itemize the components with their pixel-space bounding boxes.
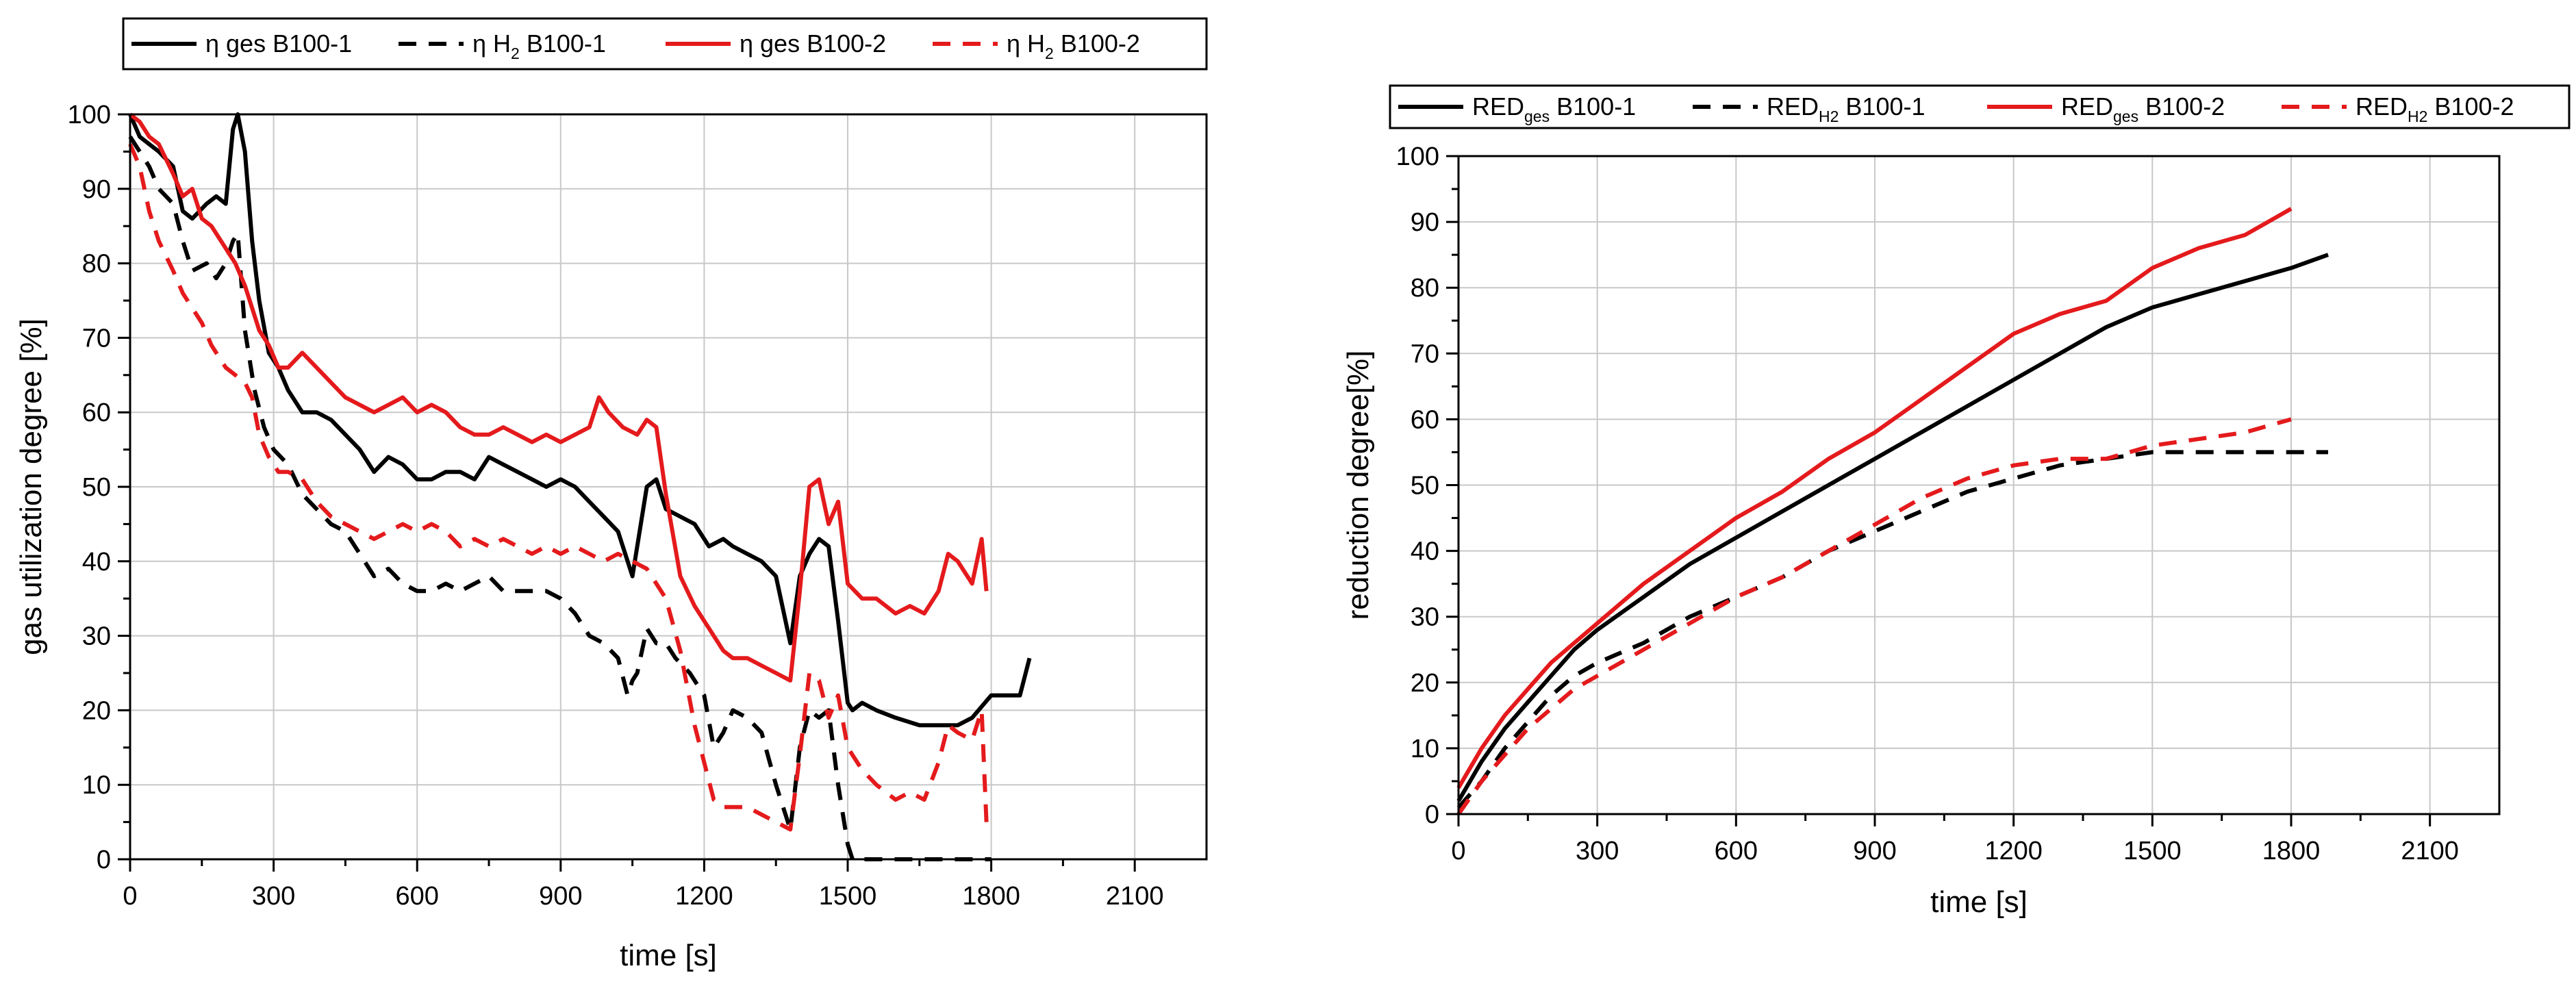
y-tick-label: 20 (82, 696, 111, 725)
legend-label-main: η H (472, 29, 511, 58)
y-tick-label: 70 (82, 324, 111, 353)
y-tick-label: 60 (1411, 405, 1439, 434)
legend-label-main: η ges B100-2 (740, 29, 886, 58)
legend-label-2: REDH2 B100-1 (1767, 92, 1925, 125)
x-tick-label: 600 (395, 882, 438, 911)
y-axis-title: gas utilization degree [%] (14, 318, 48, 655)
legend-label-3: REDges B100-2 (2061, 92, 2225, 125)
legend-label-main: RED (1767, 92, 1819, 121)
x-tick-label: 900 (1853, 837, 1896, 865)
y-tick-label: 80 (82, 250, 111, 279)
y-tick-label: 100 (1396, 142, 1439, 171)
series-line-4 (1456, 417, 2292, 815)
y-tick-label: 90 (1411, 208, 1439, 237)
y-tick-label: 100 (68, 101, 111, 129)
x-tick-label: 2100 (1106, 882, 1164, 911)
legend: η ges B100-1 η H2 B100-1 η ges B100-2 η H2 … (122, 17, 1208, 71)
x-tick-label: 600 (1715, 837, 1758, 865)
y-tick-label: 20 (1411, 669, 1439, 698)
x-axis-title: time [s] (1930, 885, 2028, 919)
reduction-degree-chart: 0 300 600 900 1200 1500 1800 2100 0 10 20 30 40 50 60 7… (1341, 84, 2571, 919)
legend-label-3: η ges B100-2 (740, 29, 886, 58)
x-tick-label: 0 (123, 882, 137, 911)
y-tick-label: 90 (82, 175, 111, 204)
x-tick-label: 1500 (2123, 837, 2182, 865)
legend-label-1: REDges B100-1 (1472, 92, 1636, 125)
series-line-4 (128, 143, 989, 832)
x-tick-label: 1800 (2262, 837, 2321, 865)
legend-label-tail: B100-1 (1550, 92, 1636, 121)
x-tick-label: 900 (539, 882, 582, 911)
y-tick-label: 40 (1411, 537, 1439, 566)
legend: REDges B100-1 REDH2 B100-1 REDges B100-2 RE… (1389, 84, 2571, 129)
legend-label-main: RED (2061, 92, 2113, 121)
x-tick-label: 300 (252, 882, 295, 911)
x-tick-label: 0 (1451, 837, 1465, 865)
legend-label-2: η H2 B100-1 (472, 29, 606, 62)
y-tick-label: 0 (1425, 800, 1439, 829)
y-tick-label: 70 (1411, 340, 1439, 368)
legend-label-subscript: 2 (511, 45, 520, 62)
x-tick-label: 1500 (819, 882, 877, 911)
y-axis-title: reduction degree[%] (1341, 351, 1375, 620)
gas-utilization-chart: 0 300 600 900 1200 1500 1800 210001020304050607… (14, 17, 1208, 972)
legend-label-4: η H2 B100-2 (1007, 29, 1140, 62)
x-tick-label: 300 (1576, 837, 1619, 865)
legend-label-subscript: 2 (1045, 45, 1054, 62)
legend-label-main: η ges B100-1 (205, 29, 352, 58)
x-tick-label: 1200 (675, 882, 733, 911)
y-tick-label: 0 (97, 846, 111, 874)
x-axis-title: time [s] (620, 939, 717, 972)
series-line-3 (1456, 207, 2293, 789)
y-tick-label: 50 (1411, 472, 1439, 501)
legend-box (1389, 84, 2571, 129)
legend-label-subscript: H2 (1819, 107, 1839, 125)
legend-label-4: REDH2 B100-2 (2356, 92, 2514, 125)
y-tick-label: 30 (82, 622, 111, 651)
y-tick-label: 80 (1411, 274, 1439, 303)
series-line-1 (1456, 253, 2329, 802)
legend-label-main: RED (1472, 92, 1524, 121)
legend-label-subscript: ges (2113, 107, 2138, 125)
x-tick-label: 2100 (2401, 837, 2459, 865)
legend-label-tail: B100-1 (1839, 92, 1925, 121)
legend-label-subscript: ges (1524, 107, 1550, 125)
legend-label-tail: B100-2 (2427, 92, 2514, 121)
legend-box (122, 17, 1208, 71)
legend-label-tail: B100-2 (2138, 92, 2225, 121)
series-line-1 (128, 112, 1032, 728)
y-tick-label: 10 (82, 771, 111, 800)
x-tick-label: 1200 (1984, 837, 2043, 865)
y-tick-label: 60 (82, 398, 111, 427)
series-line-3 (129, 112, 989, 683)
legend-label-tail: B100-2 (1054, 29, 1140, 58)
y-tick-label: 50 (82, 473, 111, 502)
legend-label-main: η H (1007, 29, 1045, 58)
legend-label-subscript: H2 (2408, 107, 2427, 125)
legend-label-main: RED (2356, 92, 2408, 121)
legend-label-tail: B100-1 (520, 29, 606, 58)
x-tick-label: 1800 (962, 882, 1020, 911)
legend-label-1: η ges B100-1 (205, 29, 352, 58)
y-tick-label: 40 (82, 548, 111, 577)
y-tick-label: 10 (1411, 735, 1439, 763)
series-line-2 (128, 135, 992, 861)
y-tick-label: 30 (1411, 603, 1439, 632)
